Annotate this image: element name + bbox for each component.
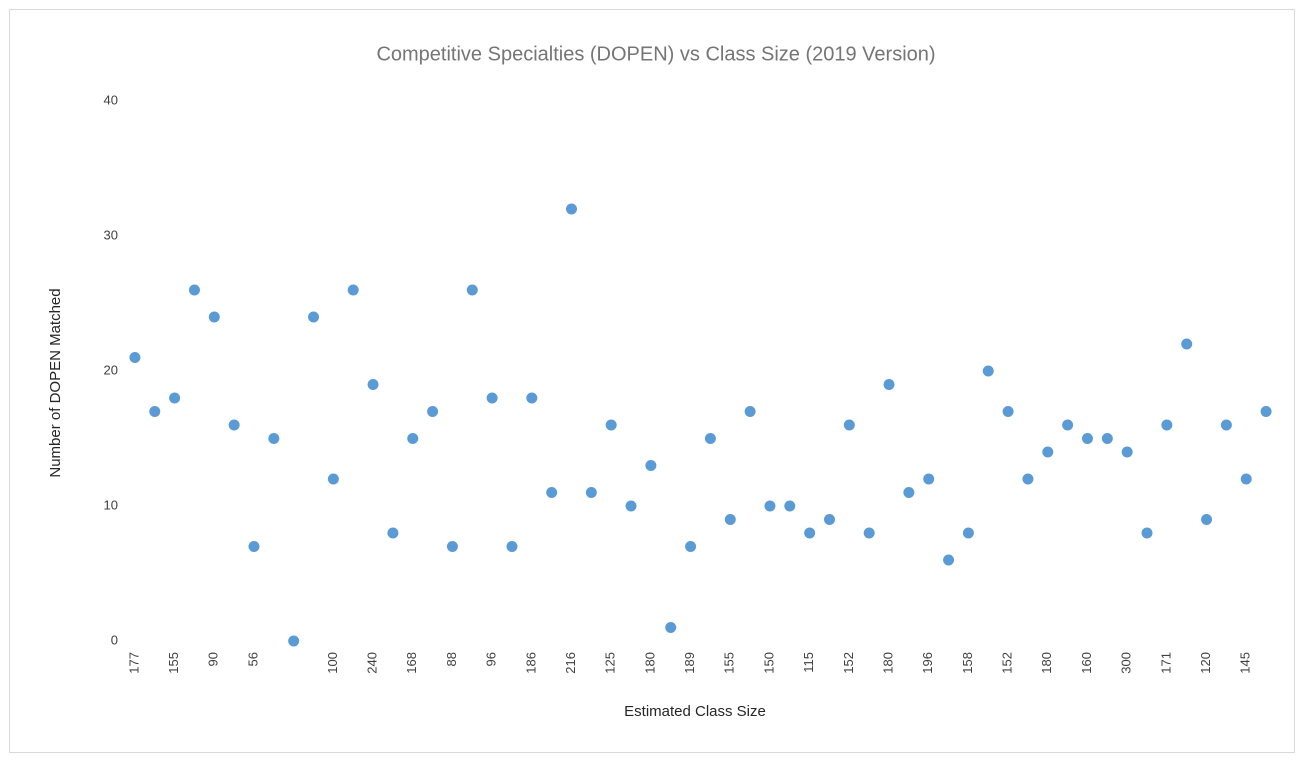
point	[248, 541, 260, 552]
x-tick-label: 180	[642, 652, 657, 674]
point	[605, 419, 617, 431]
y-tick-label: 40	[104, 92, 118, 107]
x-tick-label: 189	[682, 652, 697, 674]
x-tick-label: 160	[1079, 652, 1094, 674]
point	[308, 311, 320, 323]
point	[923, 473, 935, 485]
x-tick-label: 300	[1119, 652, 1134, 674]
point	[784, 500, 796, 512]
point	[1240, 473, 1252, 485]
x-tick-label: 240	[364, 652, 379, 674]
point	[1181, 338, 1193, 350]
point	[347, 284, 359, 296]
x-axis-title: Estimated Class Size	[624, 703, 766, 720]
point	[149, 406, 161, 417]
point	[1141, 527, 1153, 539]
point	[446, 541, 458, 552]
chart-frame	[9, 9, 1295, 753]
x-tick-label: 150	[761, 652, 776, 674]
point	[1201, 514, 1213, 525]
x-tick-label: 145	[1238, 652, 1253, 674]
x-tick-label: 152	[1000, 652, 1015, 674]
point	[1062, 419, 1074, 431]
x-tick-label: 158	[960, 652, 975, 674]
x-tick-label: 56	[245, 652, 260, 666]
point	[1161, 419, 1173, 431]
point	[288, 635, 300, 647]
point	[943, 554, 955, 566]
x-tick-label: 115	[801, 652, 816, 673]
point	[427, 406, 439, 417]
point	[1042, 446, 1054, 458]
point	[645, 460, 657, 471]
y-tick-label: 30	[104, 227, 118, 242]
point	[228, 419, 240, 431]
point	[883, 379, 895, 390]
point	[268, 433, 280, 444]
y-tick-label: 10	[104, 497, 118, 512]
point	[625, 500, 637, 512]
x-tick-label: 177	[126, 652, 141, 674]
point	[823, 514, 835, 525]
chart-title: Competitive Specialties (DOPEN) vs Class…	[376, 43, 935, 65]
x-tick-label: 155	[166, 652, 181, 674]
point	[982, 365, 994, 377]
x-tick-label: 180	[880, 652, 895, 674]
point	[566, 203, 578, 215]
x-tick-label: 100	[325, 652, 340, 674]
point	[129, 352, 141, 363]
point	[526, 392, 538, 404]
point	[466, 284, 478, 296]
y-tick-label: 0	[111, 632, 118, 647]
point	[903, 487, 915, 498]
point	[367, 379, 379, 390]
point	[804, 527, 816, 539]
point	[744, 406, 756, 417]
x-tick-label: 120	[1198, 652, 1213, 674]
point	[546, 487, 558, 498]
point	[506, 541, 518, 552]
point	[1081, 433, 1093, 444]
x-tick-label: 96	[484, 652, 499, 666]
point	[962, 527, 974, 539]
point	[1002, 406, 1014, 417]
point	[169, 392, 181, 404]
point	[665, 622, 677, 633]
point	[188, 284, 200, 296]
x-tick-label: 216	[563, 652, 578, 674]
y-axis-title: Number of DOPEN Matched	[47, 288, 64, 477]
point	[1220, 419, 1232, 431]
point	[685, 541, 697, 552]
point	[1260, 406, 1272, 417]
y-tick-label: 20	[104, 362, 118, 377]
point	[724, 514, 736, 525]
x-tick-label: 196	[920, 652, 935, 674]
point	[407, 433, 419, 444]
point	[208, 311, 220, 323]
x-tick-label: 186	[523, 652, 538, 674]
point	[327, 473, 339, 485]
point	[863, 527, 875, 539]
x-tick-label: 155	[722, 652, 737, 674]
point	[704, 433, 716, 444]
point	[1022, 473, 1034, 485]
point	[1101, 433, 1113, 444]
point	[486, 392, 498, 404]
x-tick-label: 90	[206, 652, 221, 666]
point	[585, 487, 597, 498]
point	[387, 527, 399, 539]
x-tick-label: 152	[841, 652, 856, 674]
x-tick-label: 171	[1158, 652, 1173, 674]
x-tick-label: 125	[603, 652, 618, 674]
point	[764, 500, 776, 512]
x-tick-label: 180	[1039, 652, 1054, 674]
x-tick-label: 168	[404, 652, 419, 674]
point	[843, 419, 855, 431]
point	[1121, 446, 1133, 458]
x-tick-label: 88	[444, 652, 459, 666]
